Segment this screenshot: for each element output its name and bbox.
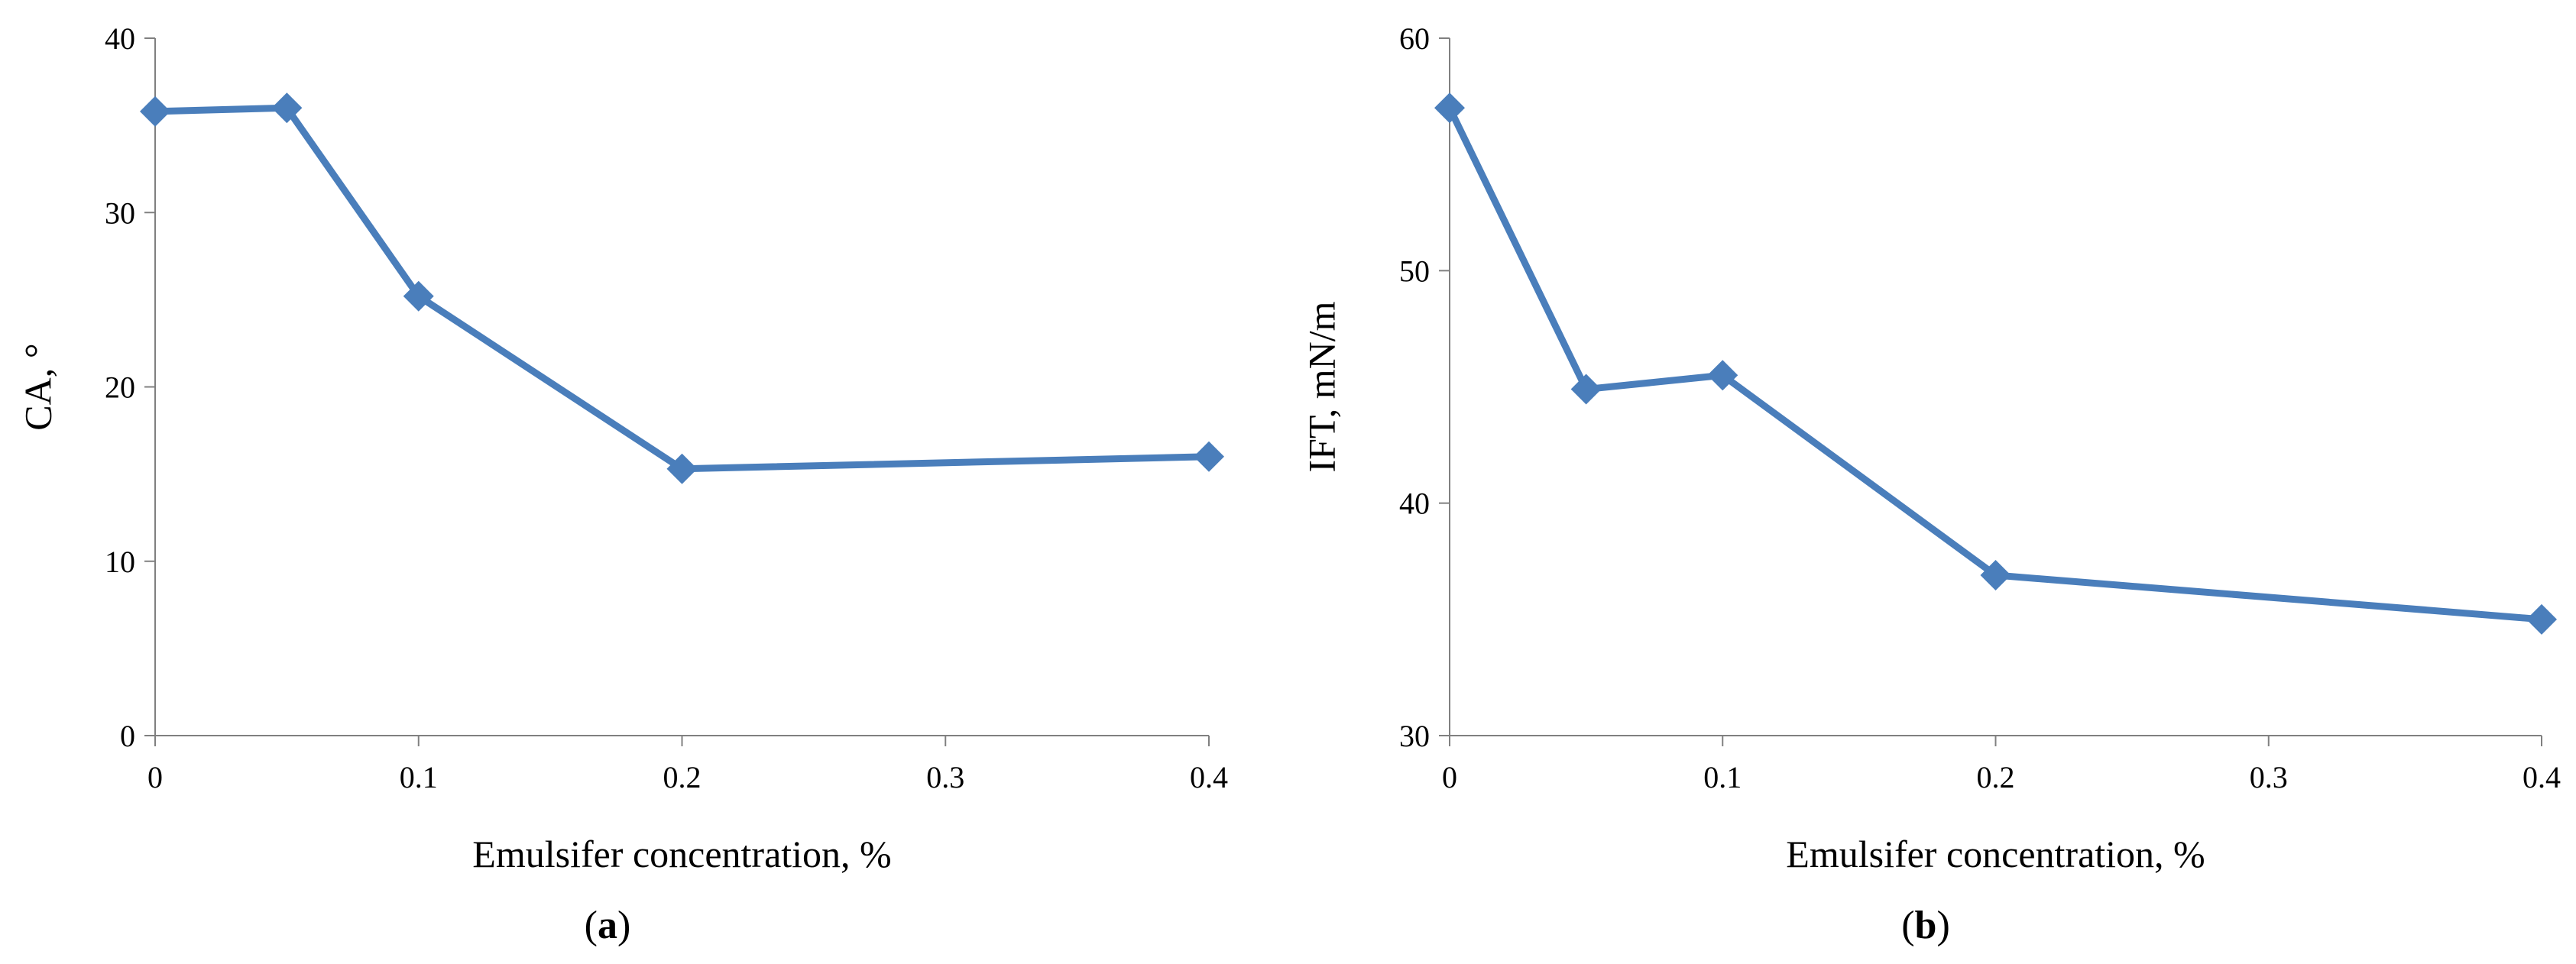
data-point-marker <box>271 92 303 124</box>
chart-panel-b: 30 40 50 60 0 0.1 0.2 0.3 0.4 Emulsifer concentra… <box>1300 21 2561 947</box>
y-tick-label: 30 <box>1399 719 1430 753</box>
y-tick-label: 0 <box>120 719 135 753</box>
y-tick-label: 50 <box>1399 254 1430 288</box>
x-tick-label: 0.4 <box>1190 760 1228 794</box>
x-tick-label: 0.4 <box>2523 760 2561 794</box>
y-tick-label: 60 <box>1399 21 1430 56</box>
data-point-marker <box>2526 603 2557 635</box>
y-axis-title: CA, ° <box>16 343 59 430</box>
x-tick-label: 0.3 <box>2250 760 2288 794</box>
y-tick-label: 20 <box>105 370 135 405</box>
panel-label: (b) <box>1901 904 1950 947</box>
data-point-marker <box>1980 560 2011 591</box>
series-line <box>1446 106 2542 623</box>
panel-label: (a) <box>585 904 631 947</box>
x-tick-label: 0.2 <box>663 760 702 794</box>
x-axis-title: Emulsifer concentration, % <box>472 833 891 875</box>
panel-label-letter: a <box>598 904 617 947</box>
y-tick-label: 10 <box>105 545 135 579</box>
x-tick-label: 0 <box>1442 760 1457 794</box>
y-axis-title: IFT, mN/m <box>1300 301 1343 472</box>
y-tick-label: 40 <box>105 21 135 56</box>
data-point-marker <box>1194 441 1224 472</box>
x-tick-label: 0.1 <box>1703 760 1742 794</box>
data-point-marker <box>1707 360 1738 391</box>
y-tick-label: 40 <box>1399 487 1430 521</box>
data-point-marker <box>1570 374 1602 405</box>
y-tick-label: 30 <box>105 196 135 230</box>
data-point-marker <box>403 280 434 312</box>
x-tick-label: 0 <box>147 760 163 794</box>
x-tick-label: 0.1 <box>400 760 438 794</box>
series-line <box>154 104 1210 473</box>
panel-label-letter: b <box>1915 904 1937 947</box>
x-tick-label: 0.2 <box>1977 760 2015 794</box>
data-point-marker <box>1434 92 1465 124</box>
x-tick-label: 0.3 <box>926 760 964 794</box>
data-point-marker <box>666 453 698 484</box>
chart-panel-a: 0 10 20 30 40 0 0.1 0.2 0.3 0.4 Emulsifer concentr… <box>16 21 1228 947</box>
data-point-marker <box>140 95 170 127</box>
x-axis-title: Emulsifer concentration, % <box>1786 833 2205 875</box>
